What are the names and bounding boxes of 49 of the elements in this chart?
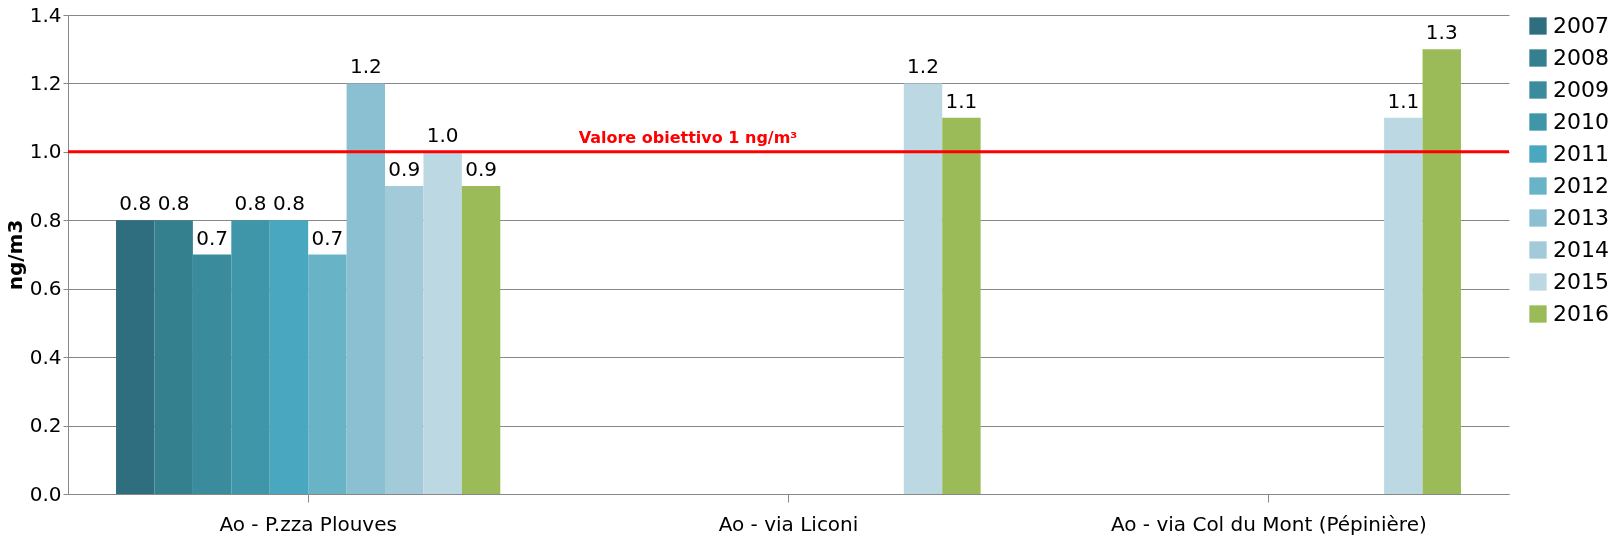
bar bbox=[116, 220, 155, 494]
y-tick-label: 0.2 bbox=[29, 413, 62, 438]
ref-line-label: Valore obiettivo 1 ng/m³ bbox=[578, 127, 798, 147]
bar bbox=[231, 220, 270, 494]
bar bbox=[1384, 117, 1423, 494]
y-tick-label: 0.0 bbox=[29, 481, 62, 506]
bar bbox=[385, 186, 424, 494]
y-tick-label: 1.2 bbox=[29, 70, 62, 95]
y-tick-label: 0.4 bbox=[29, 344, 62, 369]
data-label: 1.0 bbox=[426, 122, 459, 147]
bar bbox=[1422, 49, 1461, 494]
legend-label: 2012 bbox=[1553, 173, 1609, 198]
bar bbox=[942, 117, 981, 494]
legend-label: 2010 bbox=[1553, 109, 1609, 134]
bar bbox=[461, 186, 501, 494]
data-label: 0.8 bbox=[119, 191, 152, 216]
y-tick-label: 1.4 bbox=[29, 2, 62, 27]
data-label: 0.8 bbox=[273, 191, 305, 216]
legend-label: 2013 bbox=[1553, 205, 1609, 230]
legend-label: 2011 bbox=[1553, 141, 1609, 166]
legend-label: 2007 bbox=[1553, 13, 1609, 38]
y-tick-label: 0.8 bbox=[29, 207, 62, 232]
bar bbox=[903, 83, 943, 494]
legend-label: 2008 bbox=[1553, 45, 1609, 70]
y-tick-label: 1.0 bbox=[29, 139, 62, 164]
data-label: 0.9 bbox=[465, 157, 497, 182]
y-axis-title: ng/m3 bbox=[2, 219, 27, 291]
data-label: 0.8 bbox=[234, 191, 267, 216]
data-label: 0.7 bbox=[196, 225, 229, 250]
data-label: 1.1 bbox=[945, 88, 978, 113]
bar bbox=[308, 254, 347, 494]
legend-label: 2016 bbox=[1553, 301, 1609, 326]
bar bbox=[346, 83, 386, 494]
legend-label: 2014 bbox=[1553, 237, 1609, 262]
data-label: 1.1 bbox=[1387, 88, 1420, 113]
bar bbox=[423, 151, 462, 494]
legend-label: 2009 bbox=[1553, 77, 1609, 102]
x-tick-label: Ao - via Col du Mont (Pépinière) bbox=[1110, 511, 1427, 536]
legend-label: 2015 bbox=[1553, 269, 1609, 294]
x-tick-label: Ao - P.zza Plouves bbox=[219, 511, 397, 536]
x-tick-label: Ao - via Liconi bbox=[718, 511, 859, 536]
data-label: 0.9 bbox=[388, 157, 421, 182]
data-label: 0.8 bbox=[157, 191, 190, 216]
data-label: 1.2 bbox=[907, 54, 939, 79]
bar bbox=[269, 220, 309, 494]
y-tick-label: 0.6 bbox=[29, 276, 62, 301]
data-label: 0.7 bbox=[311, 225, 344, 250]
data-label: 1.2 bbox=[349, 54, 382, 79]
data-label: 1.3 bbox=[1425, 20, 1458, 45]
